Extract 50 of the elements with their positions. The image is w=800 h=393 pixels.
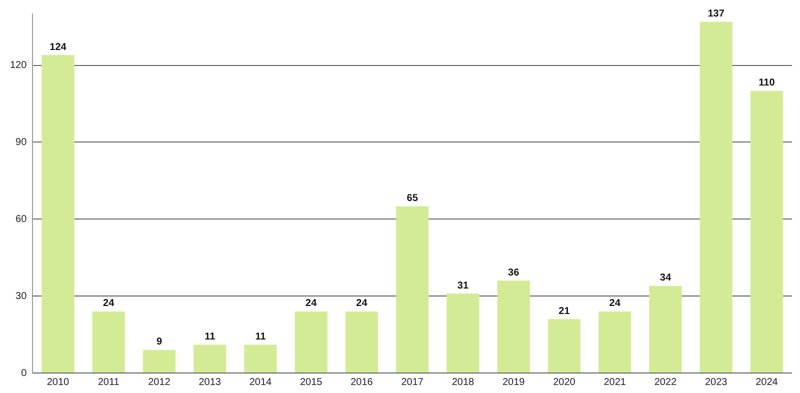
bar	[92, 311, 125, 372]
data-label: 11	[204, 332, 216, 343]
x-tick-label: 2023	[704, 376, 728, 388]
data-label: 110	[758, 78, 776, 89]
data-label: 24	[609, 298, 621, 310]
data-label: 9	[156, 336, 162, 348]
y-tick-label: 0	[21, 368, 28, 379]
bar	[446, 294, 480, 372]
x-tick-label: 2017	[401, 376, 424, 388]
y-tick-label: 30	[16, 290, 28, 302]
x-tick-label: 2013	[198, 376, 222, 388]
bar	[598, 311, 632, 372]
x-tick-label: 2011	[98, 376, 120, 388]
x-tick-label: 2020	[553, 376, 576, 388]
x-tick-label: 2021	[604, 376, 626, 388]
data-label: 24	[356, 298, 368, 310]
data-label: 11	[255, 332, 266, 343]
data-label: 24	[103, 298, 115, 310]
data-label: 137	[708, 8, 725, 20]
bar	[194, 344, 226, 372]
x-tick-label: 2015	[300, 376, 323, 388]
bar	[497, 280, 530, 372]
x-tick-label: 2010	[46, 376, 70, 388]
x-tick-label: 2024	[756, 376, 778, 388]
bar	[244, 344, 277, 372]
bar	[700, 22, 732, 372]
bar	[548, 319, 581, 372]
data-label: 24	[306, 298, 318, 310]
y-tick-label: 60	[16, 214, 28, 225]
data-label: 124	[50, 42, 67, 53]
y-tick-label: 120	[10, 60, 28, 72]
bar	[750, 90, 783, 372]
data-label: 36	[508, 267, 520, 278]
data-label: 21	[558, 306, 570, 317]
bar	[142, 350, 176, 372]
x-tick-label: 2012	[148, 376, 171, 388]
x-tick-label: 2019	[502, 376, 526, 388]
bar	[42, 55, 74, 372]
x-tick-label: 2018	[452, 376, 475, 388]
y-tick-label: 90	[16, 136, 28, 148]
data-label: 34	[660, 272, 672, 284]
bar	[396, 206, 429, 372]
bar	[345, 311, 378, 372]
x-tick-label: 2016	[350, 376, 374, 388]
bar	[649, 286, 682, 372]
data-label: 65	[406, 193, 418, 204]
x-tick-label: 2022	[654, 376, 678, 388]
data-label: 31	[457, 280, 469, 292]
x-tick-label: 2014	[249, 376, 272, 388]
bar	[294, 311, 328, 372]
